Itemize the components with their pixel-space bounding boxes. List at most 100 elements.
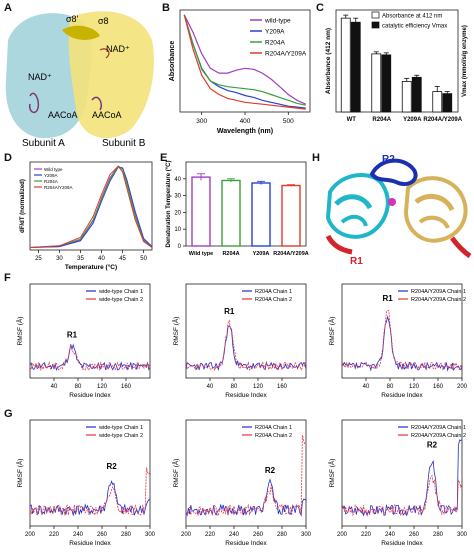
chart-frame-f2 [185, 283, 307, 379]
legend-label-g3: R204A/Y209A Chain 2 [411, 433, 466, 439]
chart-frame-c [335, 9, 459, 113]
label-nad-left: NAD⁺ [28, 72, 52, 82]
bar-c [411, 76, 422, 113]
legend-label-f1: wide-type Chain 1 [98, 289, 143, 295]
panel-label-a: A [4, 2, 12, 14]
x-axis-label-b: Wavelength (nm) [217, 128, 273, 135]
x-tick-label-f3: 120 [409, 384, 420, 390]
category-label-e: Wild type [189, 251, 213, 257]
peak-annotation-f3: R1 [382, 294, 393, 303]
category-label-e: R204A [222, 251, 239, 257]
panel-label-h: H [312, 152, 320, 164]
panel-label-b: B [162, 2, 170, 14]
x-tick-label-f3: 200 [457, 384, 468, 390]
series-line-g1 [29, 467, 151, 517]
y-axis-label-g1: RMSF (Å) [15, 459, 24, 488]
series-line-f2 [185, 325, 307, 371]
series-line-f2 [185, 319, 307, 372]
x-axis-label-f3: Residue Index [381, 392, 423, 399]
x-tick-label-g1: 220 [49, 532, 60, 538]
series-line-b [183, 14, 306, 105]
series-line-g2 [185, 478, 307, 517]
legend-label-d: R204A/Y209A [44, 185, 73, 190]
panel-label-d: D [4, 152, 12, 164]
bar-c [401, 81, 412, 113]
y-tick-label-e: 40 [174, 177, 181, 183]
x-tick-label-f2: 160 [277, 384, 288, 390]
legend-label-g1: wide-type Chain 2 [98, 433, 143, 439]
series-line-d [29, 165, 153, 248]
x-tick-label-f1: 40 [51, 384, 58, 390]
peak-annotation-f1: R1 [67, 330, 78, 339]
x-axis-label-f1: Residue Index [69, 392, 111, 399]
x-tick-label-g3: 240 [385, 532, 396, 538]
legend-label-d: Wild type [44, 167, 63, 172]
series-line-b [183, 14, 306, 110]
category-label-c: R204A [372, 117, 391, 123]
category-label-c: R204A/Y209A [423, 117, 462, 123]
x-tick-label-d: 35 [77, 256, 84, 262]
chart-frame-g2 [185, 419, 307, 527]
x-tick-label-g3: 260 [409, 532, 420, 538]
label-sigma8: σ8 [98, 16, 109, 26]
x-tick-label-g1: 260 [97, 532, 108, 538]
series-line-f3 [341, 315, 463, 372]
legend-label-c: catalytic efficiency Vmax [382, 24, 447, 30]
category-label-c: Y209A [403, 117, 422, 123]
label-sigma8-prime: σ8' [66, 14, 79, 24]
label-subunit-b: Subunit B [102, 138, 146, 149]
peak-annotation-g2: R2 [265, 466, 276, 475]
y-axis-label-f2: RMSF (Å) [171, 317, 180, 346]
peak-annotation-f2: R1 [224, 307, 235, 316]
bar-e [251, 182, 271, 247]
legend-label-b: R204A [265, 40, 286, 47]
x-tick-label-g1: 280 [121, 532, 132, 538]
bar-c [350, 21, 361, 113]
x-axis-label-g2: Residue Index [225, 540, 267, 547]
peak-annotation-g1: R2 [106, 462, 117, 471]
legend-label-g3: R204A/Y209A Chain 1 [411, 425, 466, 431]
y-axis-label-d: dF/dT (normalized) [20, 179, 26, 233]
y-axis-label-f1: RMSF (Å) [15, 317, 24, 346]
legend-label-f3: R204A/Y209A Chain 2 [411, 297, 466, 303]
y-tick-label-e: 20 [174, 210, 181, 216]
label-nad-right: NAD⁺ [106, 44, 130, 54]
label-aacoa-left: AACoA [48, 110, 78, 120]
y-tick-label-e: 10 [174, 227, 181, 233]
bar-e [281, 184, 301, 247]
x-tick-label-d: 25 [35, 256, 42, 262]
x-tick-label-f3: 40 [363, 384, 370, 390]
legend-label-b: Y209A [265, 29, 285, 36]
x-tick-label-b: 400 [240, 118, 251, 125]
x-tick-label-g2: 220 [205, 532, 216, 538]
legend-label-b: wild-type [264, 18, 291, 25]
series-line-f3 [341, 310, 463, 371]
label-r2: R2 [382, 154, 395, 165]
panel-label-c: C [316, 2, 324, 14]
bar-c [340, 17, 351, 113]
x-tick-label-b: 500 [283, 118, 294, 125]
y-axis-label-f3: RMSF (Å) [327, 317, 336, 346]
series-line-b [183, 14, 306, 106]
legend-label-f2: R204A Chain 1 [255, 289, 292, 295]
y-axis-label-right-c: Vmax (mmol/s/g enzyme) [462, 25, 468, 97]
x-tick-label-g2: 200 [181, 532, 192, 538]
x-tick-label-d: 45 [119, 256, 126, 262]
bar-e [191, 176, 211, 247]
chart-frame-d [29, 161, 153, 251]
series-line-g2 [185, 435, 307, 517]
x-tick-label-f3: 80 [387, 384, 394, 390]
legend-swatch-c [371, 21, 380, 29]
bar-c [432, 91, 443, 113]
x-axis-label-g3: Residue Index [381, 540, 423, 547]
chart-frame-f1 [29, 283, 151, 379]
panel-label-g: G [4, 408, 13, 420]
protein-surface-illustration: σ8' σ8 NAD⁺ NAD⁺ AACoA AACoA Subunit A S… [5, 11, 154, 149]
legend-label-b: R204A/Y209A [265, 51, 307, 58]
chart-frame-g3 [341, 419, 463, 527]
x-tick-label-g2: 300 [301, 532, 312, 538]
y-axis-label-e: Denaturation Temperature (°C) [166, 161, 172, 248]
legend-label-g2: R204A Chain 2 [255, 433, 292, 439]
x-tick-label-f2: 120 [253, 384, 264, 390]
